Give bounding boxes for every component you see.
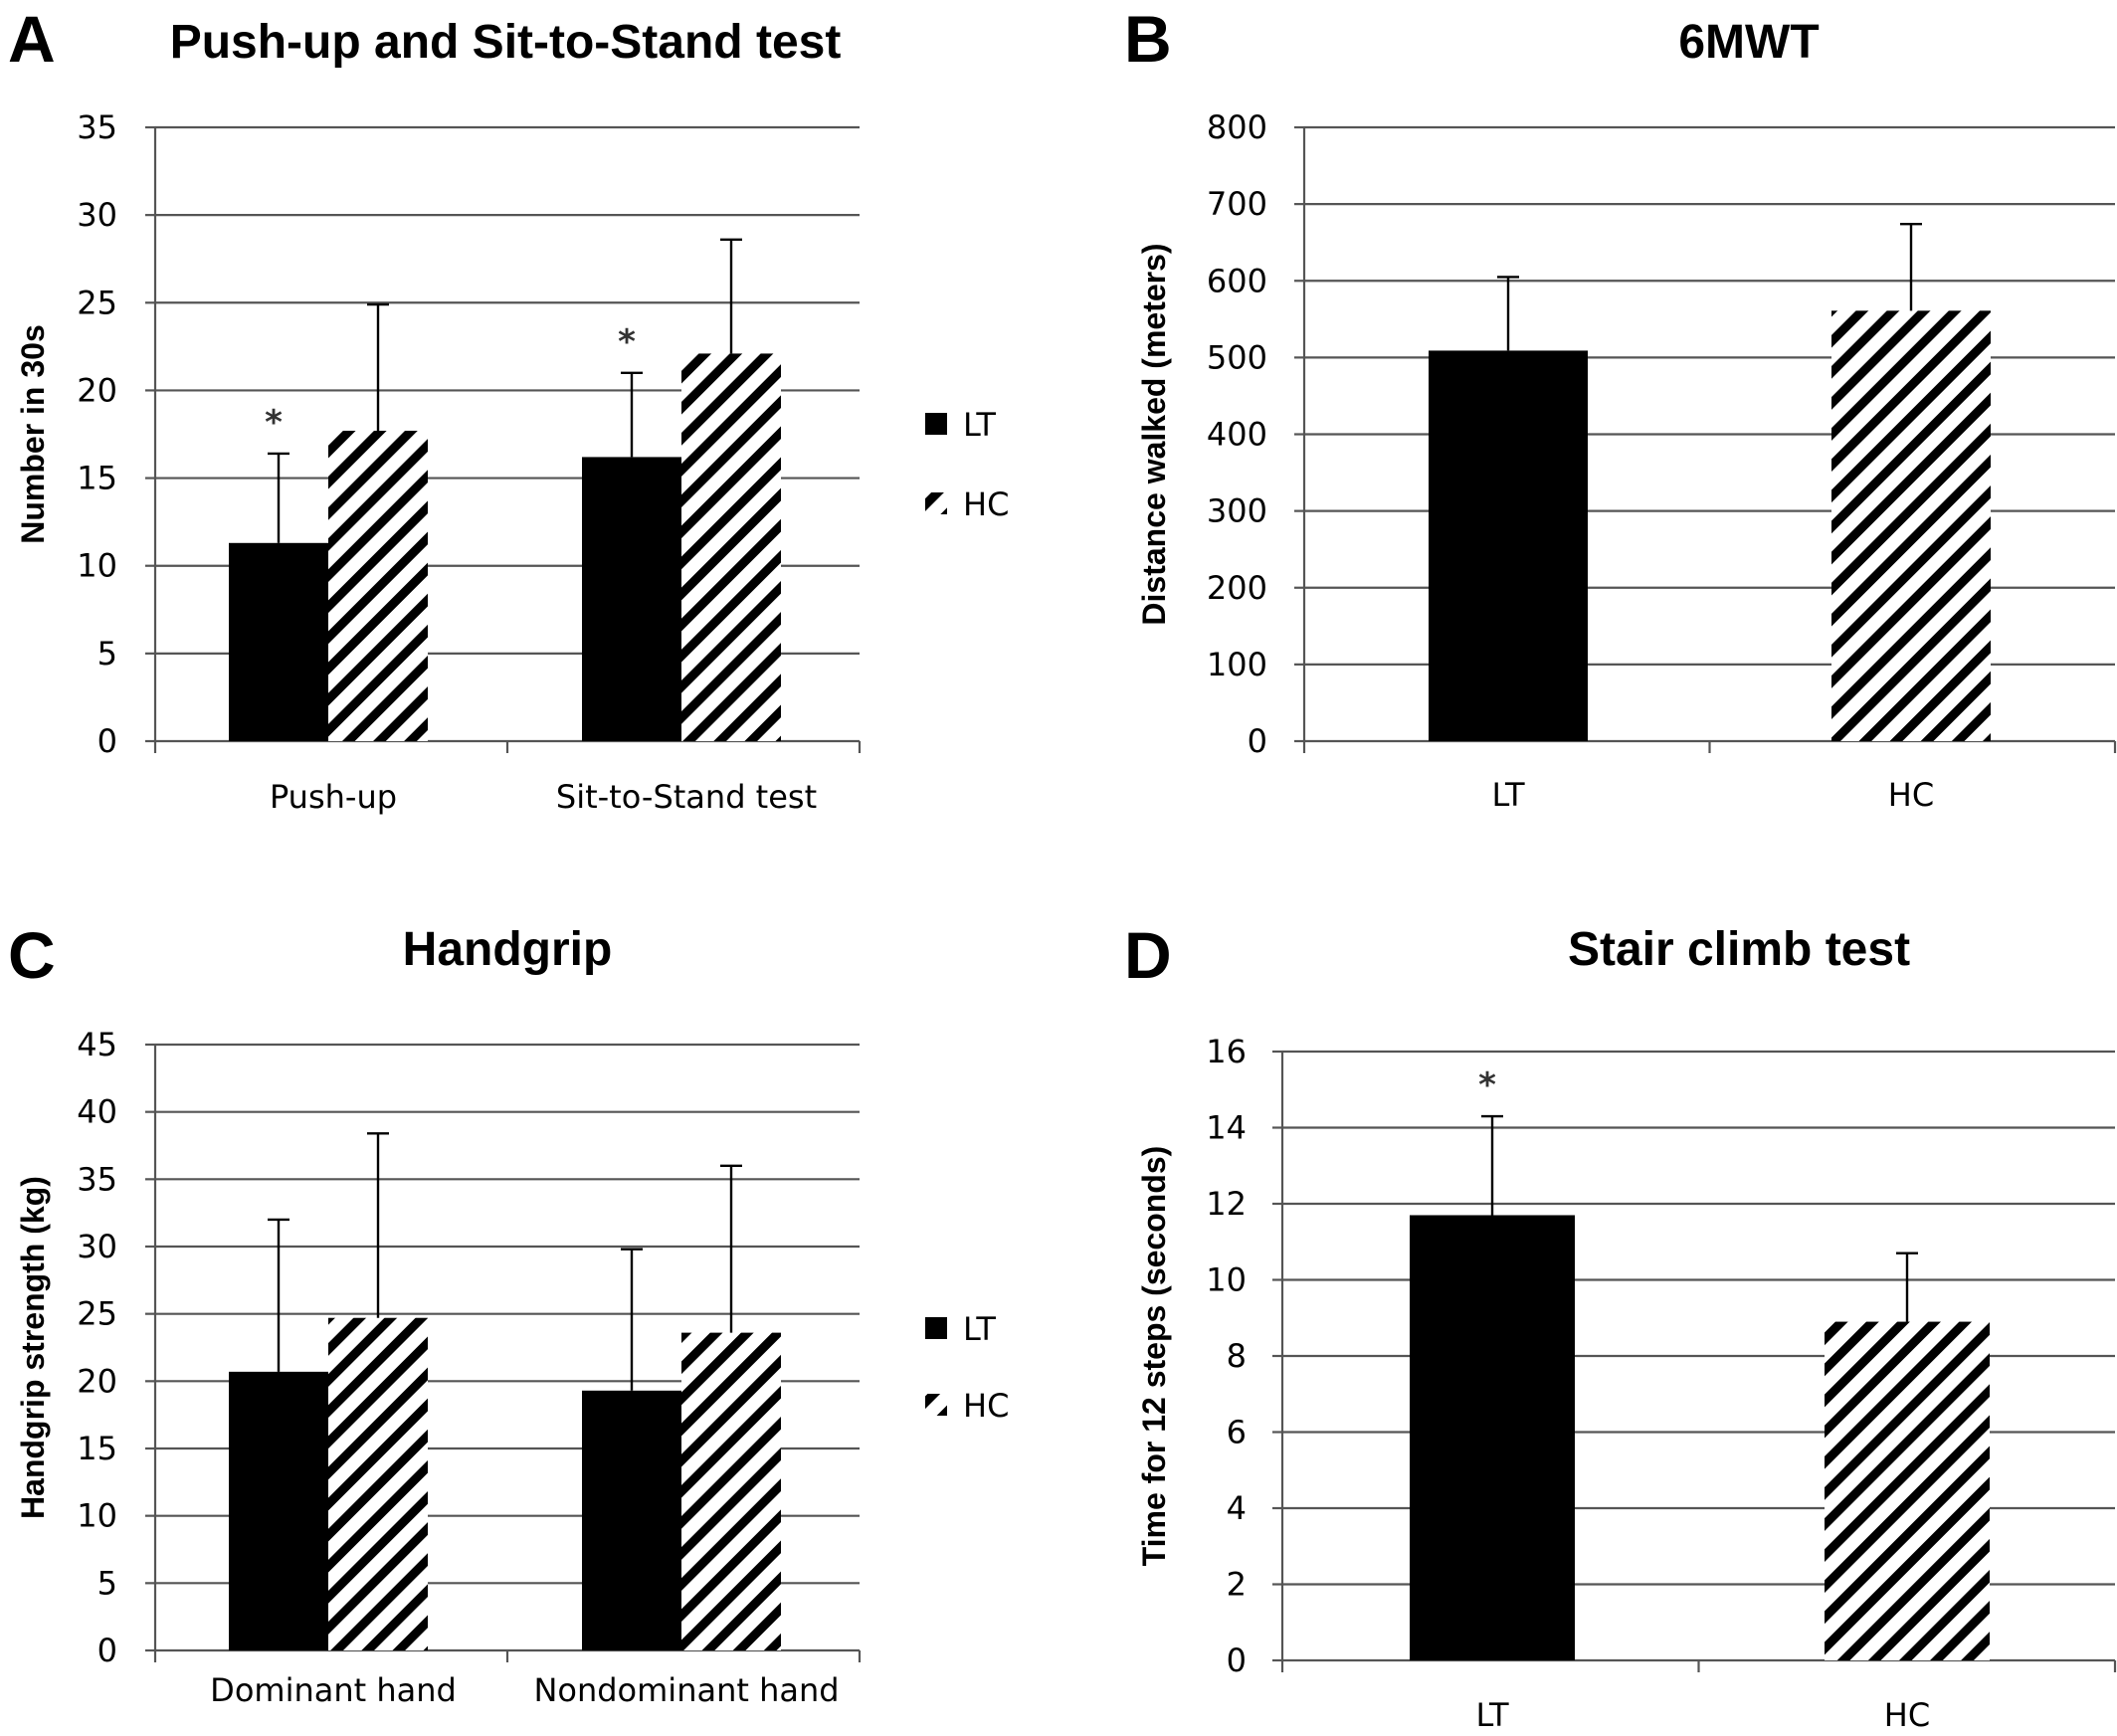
x-category-label: Nondominant hand	[533, 1671, 839, 1709]
x-category-label: Sit-to-Stand test	[556, 778, 817, 816]
x-category-label: Dominant hand	[210, 1671, 457, 1709]
significance-marker: *	[265, 403, 283, 443]
chart-panel-b: B 6MWT 0 100 200 300 400 500 600 700 800 Distance w…	[1124, 2, 2117, 814]
y-tick-label: 4	[1227, 1489, 1247, 1527]
panel-letter: D	[1124, 918, 1172, 992]
x-category-label: HC	[1884, 1696, 1930, 1734]
bar-lt	[229, 542, 328, 741]
legend: LT HC	[925, 406, 1009, 523]
bar-lt	[582, 1390, 681, 1650]
y-axis-label: Number in 30s	[15, 324, 51, 544]
chart-title: Stair climb test	[1568, 923, 1910, 976]
bar-hc	[1825, 1321, 1990, 1660]
y-tick-label: 500	[1207, 338, 1267, 376]
y-tick-label: 15	[77, 1430, 117, 1467]
y-tick-label: 10	[1206, 1261, 1247, 1299]
y-tick-label: 5	[97, 1564, 117, 1602]
y-tick-label: 20	[77, 1362, 117, 1400]
y-tick-label: 25	[77, 284, 117, 321]
x-category-label: LT	[1492, 776, 1525, 814]
chart-title: 6MWT	[1678, 16, 1819, 69]
legend-label-hc: HC	[963, 485, 1009, 523]
legend-swatch-hc	[925, 1394, 947, 1416]
bar-hc	[328, 430, 428, 741]
y-tick-label: 10	[77, 1497, 117, 1535]
x-category-label: Push-up	[270, 778, 397, 816]
y-tick-label: 6	[1227, 1414, 1247, 1451]
y-tick-label: 200	[1207, 569, 1267, 607]
y-axis-label: Handgrip strength (kg)	[15, 1176, 51, 1519]
y-tick-label: 30	[77, 196, 117, 234]
bar-hc	[1831, 310, 1991, 741]
y-tick-label: 2	[1227, 1566, 1247, 1604]
y-tick-label: 800	[1207, 108, 1267, 146]
y-tick-label: 40	[77, 1093, 117, 1131]
y-tick-label: 400	[1207, 416, 1267, 454]
legend-swatch-lt	[925, 1317, 947, 1339]
bar-lt	[582, 457, 681, 741]
legend-swatch-lt	[925, 413, 947, 435]
panel-letter: B	[1124, 2, 1172, 76]
panel-letter: A	[8, 2, 56, 76]
bar-hc	[328, 1317, 428, 1650]
bar-lt	[229, 1371, 328, 1650]
bar-lt	[1429, 350, 1588, 741]
chart-title: Handgrip	[403, 923, 613, 976]
bar-hc	[681, 1332, 781, 1650]
y-tick-label: 12	[1206, 1185, 1247, 1223]
y-tick-label: 30	[77, 1228, 117, 1265]
panel-letter: C	[8, 918, 56, 992]
panels-group: A Push-up and Sit-to-Stand test0510152025…	[8, 2, 2117, 1734]
x-category-label: LT	[1476, 1696, 1509, 1734]
y-tick-label: 100	[1207, 646, 1267, 683]
chart-title: Push-up and Sit-to-Stand test	[170, 16, 842, 69]
bar-lt	[1410, 1215, 1575, 1660]
y-tick-label: 16	[1206, 1033, 1247, 1070]
chart-panel-d: D Stair climb test 0 2 4 6 8 10 12 14 16 Time for 1…	[1124, 918, 2117, 1734]
chart-panel-a: A Push-up and Sit-to-Stand test 0 5 10 15 20 25…	[8, 2, 1009, 816]
y-tick-label: 0	[1248, 722, 1267, 760]
y-tick-label: 14	[1206, 1109, 1247, 1147]
y-axis-label: Distance walked (meters)	[1136, 243, 1172, 625]
significance-marker: *	[618, 322, 636, 362]
y-tick-label: 20	[77, 371, 117, 409]
y-tick-label: 700	[1207, 185, 1267, 223]
significance-marker: *	[1478, 1065, 1496, 1105]
y-tick-label: 0	[97, 722, 117, 760]
bar-hc	[681, 353, 781, 741]
legend: LT HC	[925, 1310, 1009, 1425]
chart-panel-c: C Handgrip 0 5 10 15 20 25 30 35 40 45 Handgrip stre…	[8, 918, 1009, 1709]
y-tick-label: 45	[77, 1026, 117, 1063]
y-tick-label: 0	[1227, 1641, 1247, 1679]
y-tick-label: 25	[77, 1295, 117, 1333]
y-tick-label: 10	[77, 547, 117, 585]
y-tick-label: 0	[97, 1632, 117, 1669]
legend-label-lt: LT	[963, 406, 996, 444]
legend-label-hc: HC	[963, 1387, 1009, 1425]
y-axis-label: Time for 12 steps (seconds)	[1136, 1146, 1172, 1567]
x-category-label: HC	[1888, 776, 1934, 814]
y-tick-label: 35	[77, 108, 117, 146]
y-tick-label: 600	[1207, 262, 1267, 299]
y-tick-label: 5	[97, 635, 117, 673]
y-tick-label: 300	[1207, 492, 1267, 530]
y-tick-label: 8	[1227, 1337, 1247, 1375]
legend-swatch-hc	[925, 492, 947, 514]
y-tick-label: 35	[77, 1160, 117, 1198]
y-tick-label: 15	[77, 460, 117, 497]
legend-label-lt: LT	[963, 1310, 996, 1348]
